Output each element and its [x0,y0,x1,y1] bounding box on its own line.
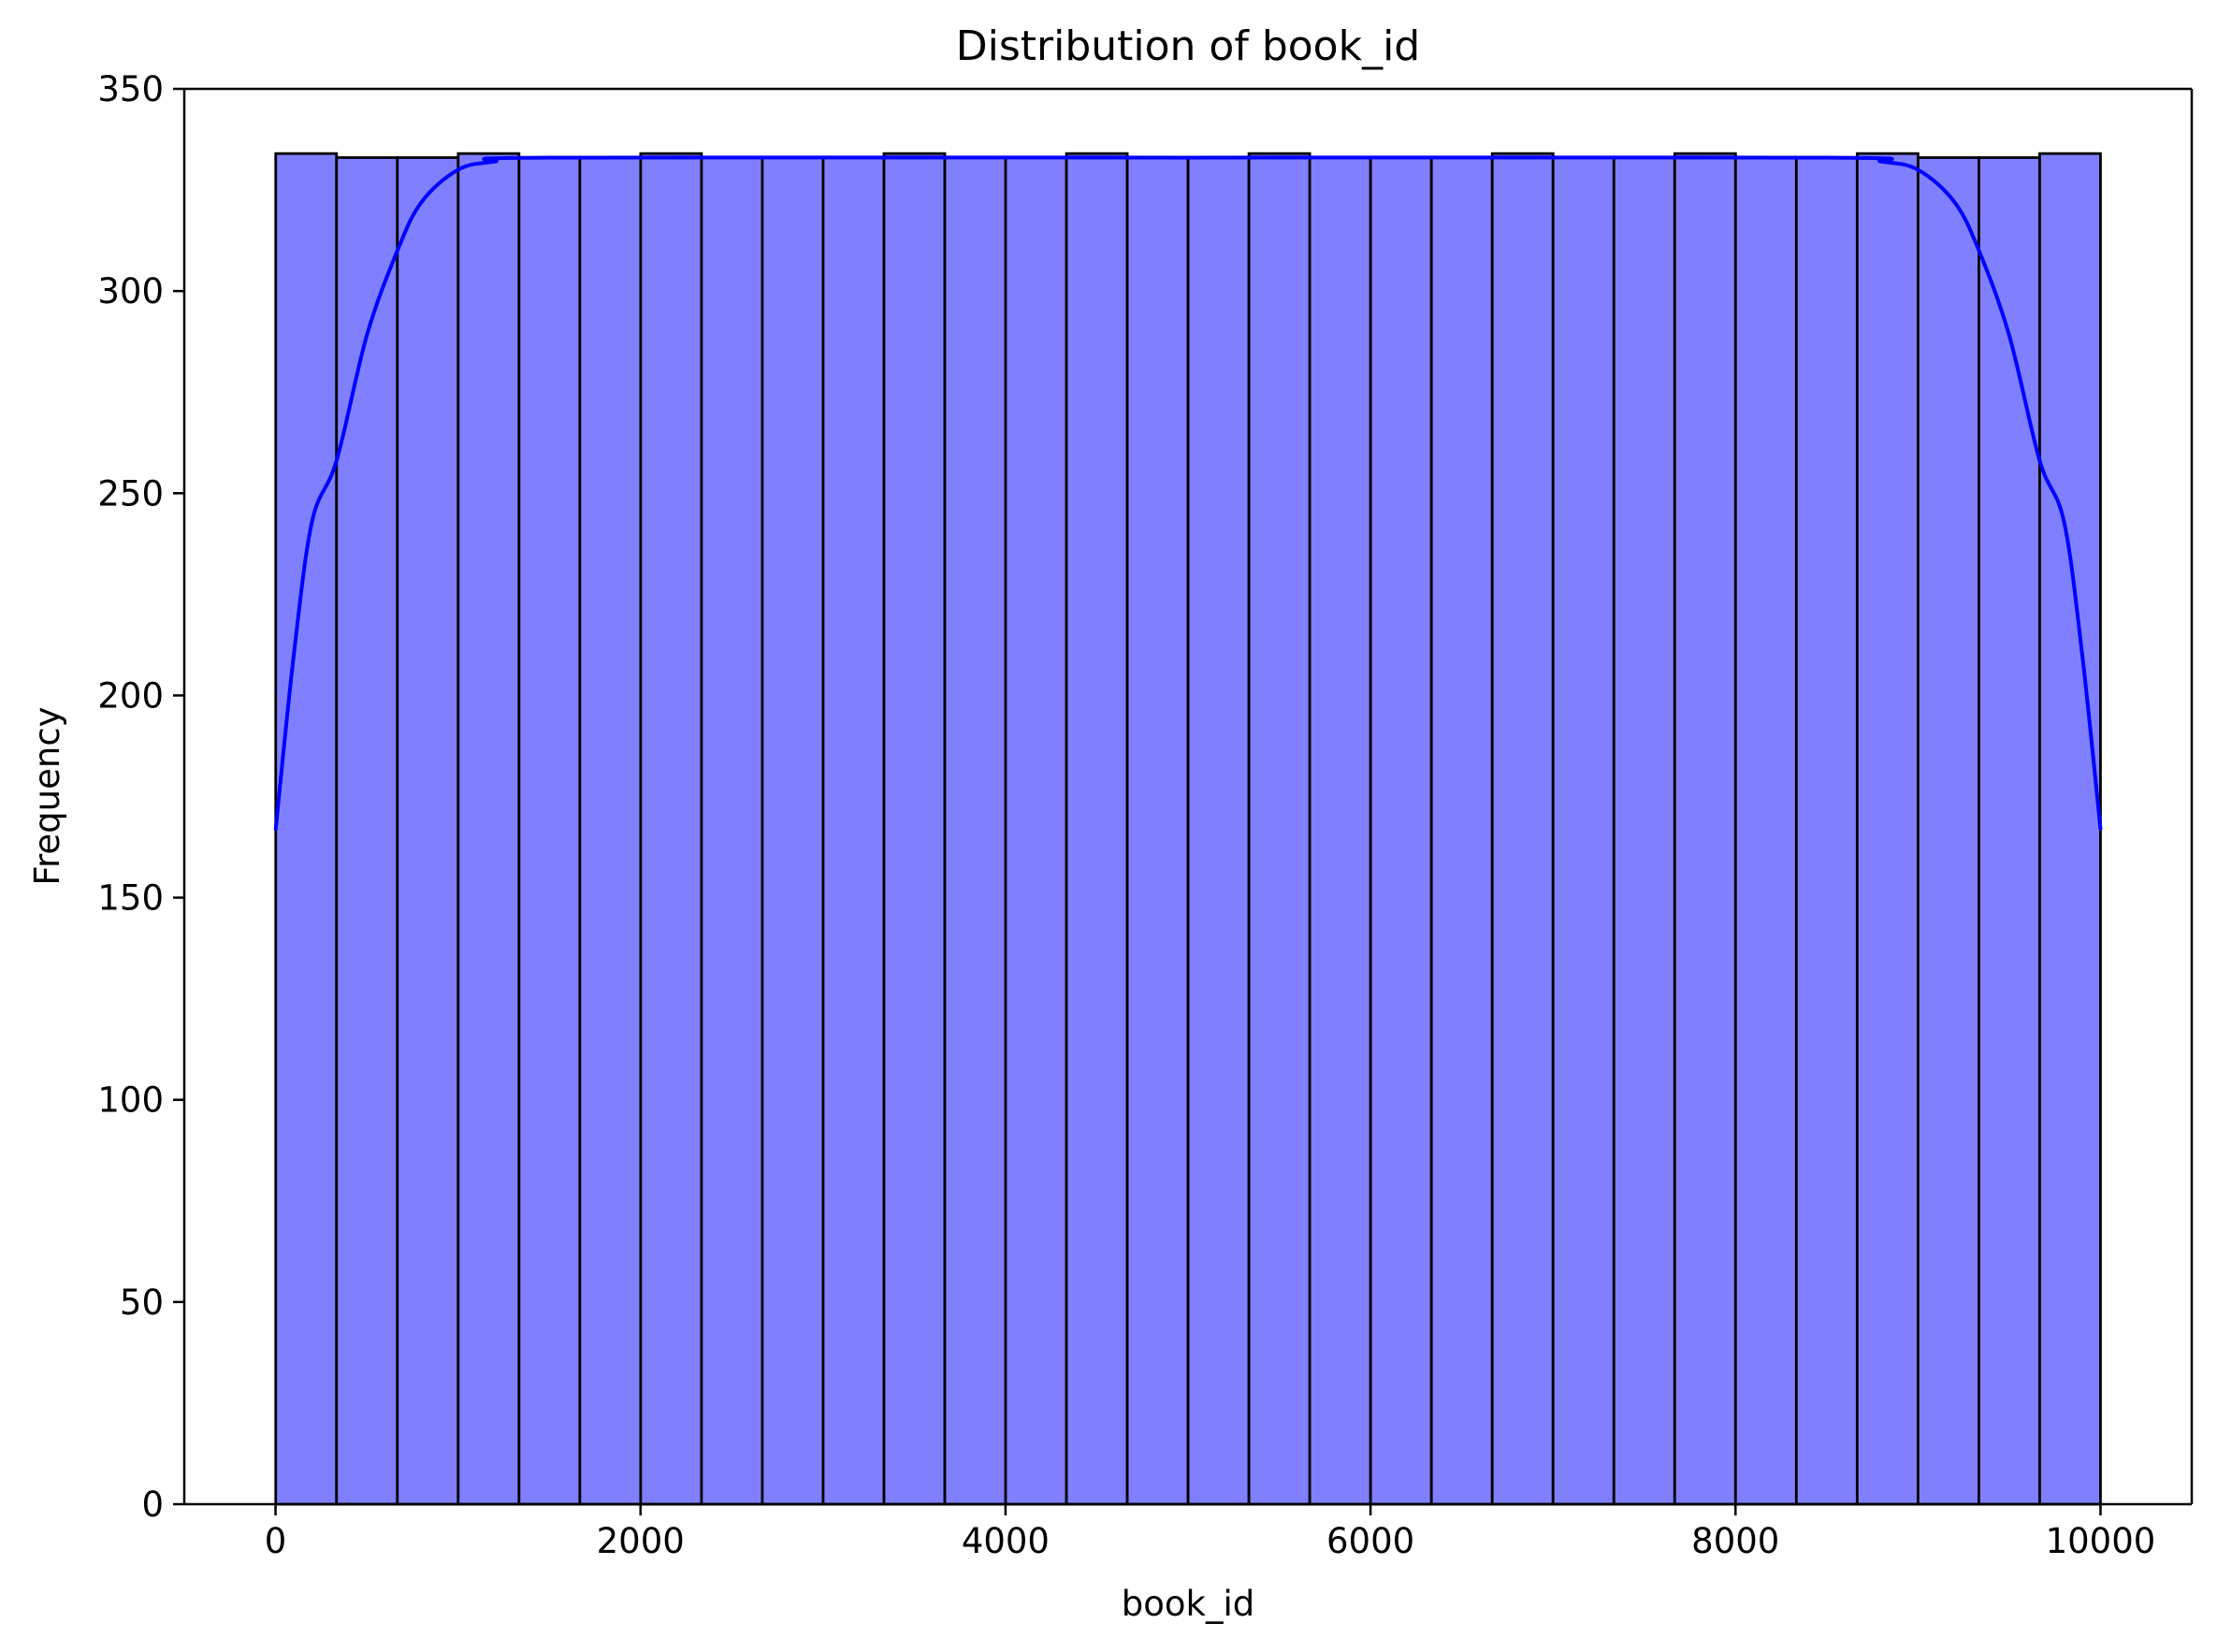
histogram-bar [396,156,460,1506]
histogram-bar [821,156,886,1506]
histogram-bar [1247,152,1311,1506]
histogram-bar [882,152,947,1506]
axes-layer [182,87,2194,1506]
histogram-bar [1612,156,1676,1506]
histogram-bar [1733,156,1798,1506]
y-tick-label: 50 [120,1282,164,1323]
x-tick-label: 4000 [962,1521,1050,1561]
histogram-bar [1429,156,1494,1506]
bars-layer [274,152,2102,1506]
histogram-bar [1065,152,1129,1506]
histogram-bar [1186,156,1251,1506]
x-tick-label: 10000 [2046,1521,2156,1561]
x-tick-label: 8000 [1691,1521,1779,1561]
x-ticks: 0 2000 4000 6000 8000 10000 [265,1504,2156,1561]
y-tick-label: 150 [97,878,164,919]
histogram-bar [578,156,643,1506]
histogram-bar [700,156,764,1506]
histogram-bar [335,156,399,1506]
histogram-bar [943,156,1007,1506]
histogram-bar [639,152,703,1506]
x-axis-label: book_id [1122,1584,1254,1624]
histogram-bar [274,152,339,1506]
x-tick-label: 2000 [597,1521,685,1561]
histogram-bar [1004,156,1068,1506]
histogram-bar [1916,156,1980,1506]
histogram-bar [517,156,582,1506]
x-tick-label: 6000 [1326,1521,1414,1561]
y-ticks: 0 50 100 150 200 250 300 350 [97,69,184,1525]
histogram-bar [1673,152,1737,1506]
x-tick-label: 0 [265,1521,287,1561]
y-tick-label: 350 [97,69,164,109]
histogram-bar [1978,156,2041,1506]
histogram-bar [1308,156,1372,1506]
y-tick-label: 100 [97,1080,164,1121]
histogram-bar [761,156,825,1506]
histogram-bar [456,152,521,1506]
histogram-bar [2038,152,2102,1506]
y-tick-label: 0 [141,1485,164,1525]
y-tick-label: 300 [97,271,164,312]
chart-title: Distribution of book_id [956,22,1420,70]
y-tick-label: 200 [97,675,164,716]
y-axis-label: Frequency [27,706,67,885]
histogram-bar [1490,152,1555,1506]
kde-curve [273,155,2103,832]
histogram-bar [1551,156,1616,1506]
histogram-bar [1794,156,1859,1506]
histogram-bar [1125,156,1190,1506]
histogram-bar [1855,152,1920,1506]
y-tick-label: 250 [97,473,164,514]
histogram-bar [1369,156,1433,1506]
